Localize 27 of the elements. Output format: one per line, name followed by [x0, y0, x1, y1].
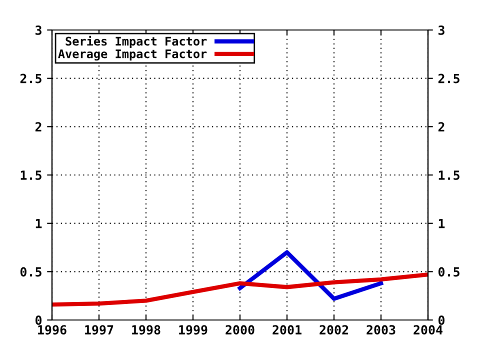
y2-tick-label: 0 — [438, 315, 444, 325]
y2-tick-label: 0.5 — [438, 267, 460, 277]
legend-label: Series Impact Factor — [66, 36, 207, 48]
y-tick-label: 0.5 — [20, 267, 42, 277]
y-tick-label: 2 — [35, 122, 42, 132]
y-tick-label: 3 — [36, 25, 42, 35]
x-tick-label: 1998 — [132, 325, 160, 335]
x-tick-label: 2003 — [366, 325, 396, 335]
y2-tick-label: 1 — [438, 218, 445, 228]
y-tick-label: 1 — [36, 218, 42, 228]
x-tick-label: 2004 — [414, 325, 442, 335]
x-tick-label: 1999 — [179, 325, 208, 335]
x-tick-label: 1997 — [85, 325, 114, 335]
y-tick-label: 0 — [36, 315, 42, 325]
x-tick-label: 1996 — [38, 325, 66, 335]
y2-tick-label: 3 — [438, 25, 444, 35]
y-tick-label: 1.5 — [20, 170, 42, 180]
legend-label: Average Impact Factor — [58, 50, 207, 61]
x-tick-label: 2000 — [226, 325, 254, 335]
line-series — [238, 250, 384, 301]
y-tick-label: 2.5 — [20, 74, 42, 84]
y2-tick-label: 2.5 — [438, 74, 460, 84]
y2-tick-label: 2 — [438, 122, 444, 132]
x-tick-label: 2001 — [272, 325, 302, 335]
y2-tick-label: 1.5 — [438, 170, 460, 180]
x-tick-label: 2002 — [320, 325, 348, 335]
line-series — [52, 272, 428, 307]
